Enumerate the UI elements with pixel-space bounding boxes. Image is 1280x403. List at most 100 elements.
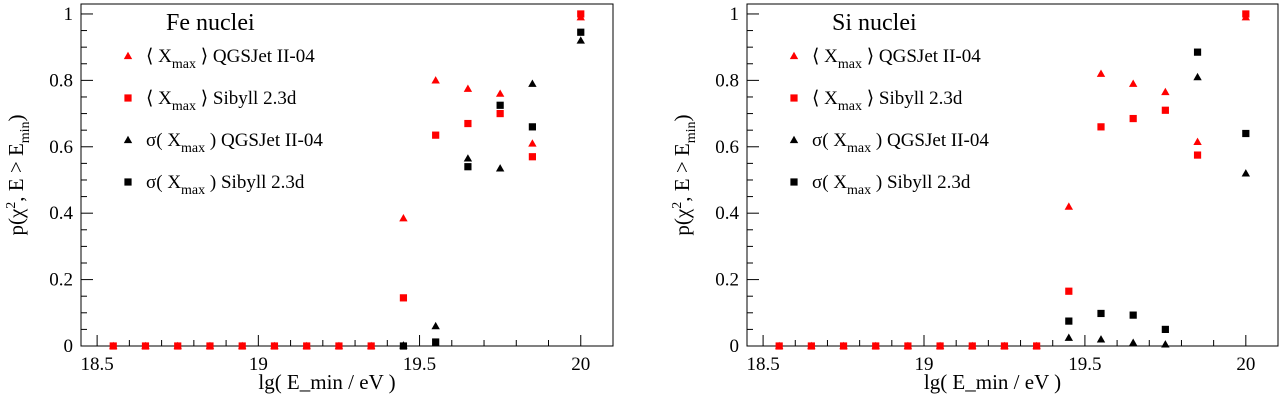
data-point — [464, 119, 472, 128]
legend-entry: ⟨ Xmax ⟩ Sibyll 2.3d — [790, 88, 963, 114]
legend-marker — [790, 94, 798, 102]
data-point — [1129, 311, 1137, 319]
legend-marker — [124, 94, 132, 102]
data-point — [1065, 317, 1073, 325]
data-point — [1097, 309, 1105, 318]
y-tick-label: 0.4 — [715, 203, 739, 224]
data-point — [1241, 169, 1251, 177]
series-1 — [109, 10, 585, 350]
legend-entry: σ( Xmax ) Sibyll 2.3d — [790, 172, 971, 198]
data-point — [141, 342, 150, 350]
y-tick-label: 0.6 — [715, 137, 739, 158]
data-point — [109, 342, 117, 350]
y-tick-label: 0.6 — [49, 137, 73, 158]
data-point — [1161, 106, 1169, 114]
y-tick-label: 0.4 — [49, 203, 73, 224]
data-point — [1193, 48, 1202, 56]
legend-marker — [123, 135, 133, 144]
data-point — [399, 294, 408, 302]
y-axis-title: p(χ2, E > Emin) — [670, 114, 699, 235]
fe-panel: 18.5 19 19.5 20 0 0.2 0.4 0.6 0.8 1 lg( E_min / eV… — [4, 3, 614, 394]
data-point — [839, 342, 848, 350]
y-tick-label: 0.8 — [715, 70, 739, 91]
legend-entry: ⟨ Xmax ⟩ Sibyll 2.3d — [124, 88, 297, 114]
data-point — [495, 164, 505, 172]
legend-label: ⟨ Xmax ⟩ Sibyll 2.3d — [146, 88, 297, 114]
data-point — [399, 213, 408, 222]
legend-label: ⟨ Xmax ⟩ Sibyll 2.3d — [812, 88, 963, 114]
x-tick-label: 19 — [249, 354, 268, 375]
y-tick-label: 0.2 — [49, 270, 73, 291]
plot-frame — [80, 3, 614, 347]
data-point — [367, 342, 375, 350]
x-tick-label: 18.5 — [80, 354, 113, 375]
data-point — [496, 109, 504, 118]
data-point — [904, 342, 912, 350]
data-point — [463, 154, 473, 162]
chart-title: Si nuclei — [832, 10, 917, 36]
y-tick-label: 1 — [64, 4, 74, 25]
data-point — [528, 79, 537, 87]
y-tick-label: 0.2 — [715, 270, 739, 291]
series-1 — [775, 10, 1250, 350]
x-tick-label: 19.5 — [403, 354, 436, 375]
data-point — [577, 10, 585, 18]
x-tick-label: 20 — [571, 354, 590, 375]
data-point — [872, 342, 880, 350]
data-point — [1064, 333, 1074, 341]
data-point — [577, 28, 585, 36]
plot-frame — [746, 3, 1279, 347]
y-axis-title: p(χ2, E > Emin) — [4, 114, 33, 235]
x-tick-label: 19 — [915, 354, 934, 375]
data-point — [464, 163, 472, 171]
x-axis-title: lg( E_min / eV ) — [258, 370, 395, 394]
legend-marker — [789, 135, 799, 144]
data-point — [807, 342, 815, 350]
data-point — [1242, 10, 1250, 18]
data-point — [495, 89, 505, 97]
data-point — [1064, 202, 1074, 210]
series-2 — [1064, 72, 1251, 348]
legend-entry: σ( Xmax ) QGSJet II-04 — [123, 130, 323, 156]
data-point — [432, 131, 440, 139]
series-3 — [1065, 48, 1250, 333]
x-tick-label: 19.5 — [1068, 354, 1101, 375]
x-tick-label: 20 — [1236, 354, 1255, 375]
data-point — [528, 139, 537, 147]
data-point — [238, 342, 246, 350]
series-3 — [399, 28, 585, 350]
data-point — [335, 342, 343, 350]
y-tick-label: 0.8 — [49, 70, 73, 91]
legend-marker — [124, 178, 132, 186]
series-2 — [399, 36, 585, 349]
data-point — [270, 342, 279, 350]
data-point — [1193, 137, 1202, 145]
data-point — [1129, 114, 1137, 123]
y-tick-label: 0 — [64, 336, 74, 357]
data-point — [463, 84, 473, 92]
data-point — [174, 342, 182, 350]
data-point — [399, 342, 408, 350]
data-point — [1096, 69, 1106, 77]
legend-label: σ( Xmax ) QGSJet II-04 — [146, 130, 323, 156]
data-point — [936, 342, 944, 350]
legend-label: ⟨ Xmax ⟩ QGSJet II-04 — [146, 46, 315, 72]
x-axis-title: lg( E_min / eV ) — [924, 370, 1061, 394]
data-point — [576, 36, 585, 44]
legend-marker — [123, 51, 133, 60]
legend-label: σ( Xmax ) QGSJet II-04 — [812, 130, 989, 156]
y-tick-label: 1 — [730, 4, 740, 25]
legend-label: σ( Xmax ) Sibyll 2.3d — [146, 172, 305, 198]
data-point — [1161, 87, 1170, 96]
legend-entry: ⟨ Xmax ⟩ QGSJet II-04 — [123, 46, 315, 72]
legend-label: ⟨ Xmax ⟩ QGSJet II-04 — [812, 46, 981, 72]
legend-marker — [789, 51, 799, 60]
data-point — [1097, 123, 1105, 131]
data-point — [1242, 129, 1250, 138]
data-point — [775, 342, 783, 350]
data-point — [1096, 335, 1106, 343]
data-point — [968, 342, 976, 350]
data-point — [528, 153, 536, 161]
data-point — [1065, 287, 1073, 295]
